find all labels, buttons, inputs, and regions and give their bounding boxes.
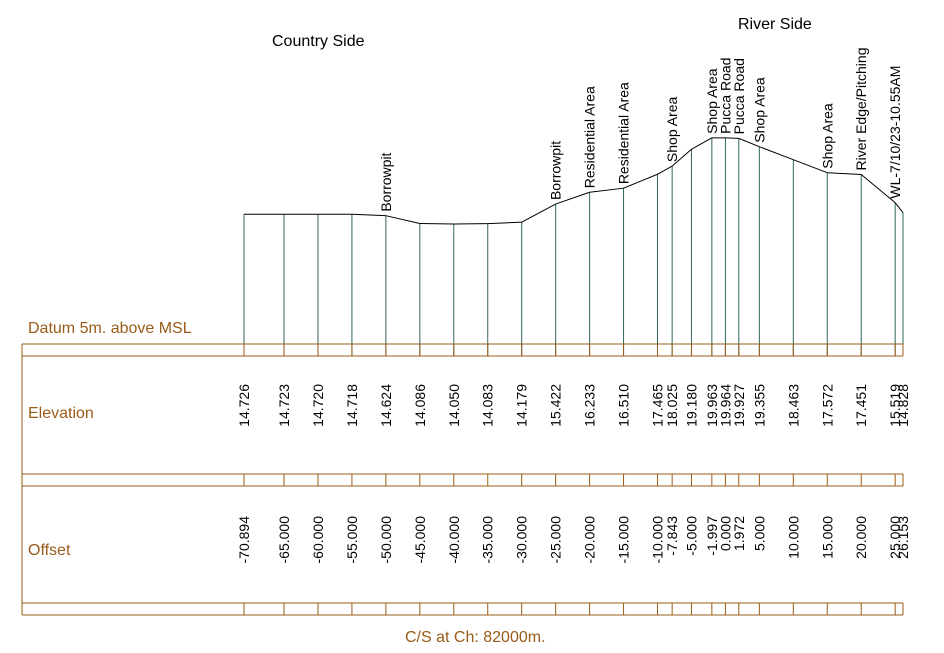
- elevation-value: 14.726: [236, 384, 252, 427]
- elevation-value: 17.451: [853, 384, 869, 427]
- offset-value: -55.000: [344, 516, 360, 564]
- offset-value: -20.000: [582, 516, 598, 564]
- elevation-values: 14.726 14.723 14.720 14.718 14.624 14.086 14.0…: [236, 384, 911, 427]
- elevation-value: 14.179: [514, 384, 530, 427]
- elevation-value: 18.463: [785, 384, 801, 427]
- elevation-value: 19.964: [717, 384, 733, 427]
- feature-label: Residential Area: [582, 86, 598, 188]
- offset-value: -35.000: [480, 516, 496, 564]
- elevation-value: 17.465: [650, 384, 666, 427]
- feature-label: Residential Area: [616, 82, 632, 184]
- river-side-label: River Side: [738, 16, 812, 33]
- profile-segment: [419, 223, 454, 225]
- offset-value: -10.000: [650, 516, 666, 564]
- datum-label: Datum 5m. above MSL: [28, 320, 192, 337]
- elevation-value: 15.519: [887, 384, 903, 427]
- ground-profile: [243, 137, 904, 225]
- profile-segment: [860, 174, 896, 204]
- offset-value: -1.997: [704, 516, 720, 556]
- elevation-value: 18.025: [664, 384, 680, 427]
- profile-segment: [351, 213, 386, 217]
- elevation-value: 17.572: [819, 384, 835, 427]
- elevation-value: 19.927: [731, 384, 747, 427]
- offset-value: 26.153: [895, 516, 911, 559]
- profile-segment: [827, 172, 862, 175]
- offset-row-label: Offset: [28, 542, 71, 559]
- offset-value: 0.000: [717, 516, 733, 551]
- offset-value: -45.000: [412, 516, 428, 564]
- profile-segment: [657, 165, 673, 175]
- profile-segment: [759, 146, 794, 161]
- elevation-value: 14.723: [276, 384, 292, 427]
- section-caption: C/S at Ch: 82000m.: [405, 629, 546, 646]
- elevation-value: 15.422: [548, 384, 564, 427]
- profile-segment: [691, 137, 713, 150]
- profile-segment: [521, 203, 556, 223]
- elevation-row-label: Elevation: [28, 405, 94, 422]
- profile-segment: [555, 191, 590, 205]
- elevation-value: 14.086: [412, 384, 428, 427]
- profile-segment: [589, 187, 624, 193]
- feature-label: River Edge/Pitching: [853, 48, 869, 171]
- elevation-value: 14.050: [446, 384, 462, 427]
- offset-value: -65.000: [276, 516, 292, 564]
- offset-value: 5.000: [751, 516, 767, 551]
- station-lines: [243, 137, 904, 356]
- feature-label: Pucca Road: [717, 58, 733, 134]
- offset-value: -40.000: [446, 516, 462, 564]
- feature-label: Shop Area: [704, 68, 720, 134]
- elevation-value: 14.720: [310, 384, 326, 427]
- data-table: 14.726 14.723 14.720 14.718 14.624 14.086 14.0…: [21, 343, 911, 616]
- elevation-value: 14.083: [480, 384, 496, 427]
- offset-value: -50.000: [378, 516, 394, 564]
- country-side-label: Country Side: [272, 33, 365, 50]
- elevation-value: 19.963: [704, 384, 720, 427]
- profile-segment: [487, 221, 522, 225]
- elevation-value: 14.718: [344, 384, 360, 427]
- offset-value: 10.000: [785, 516, 801, 559]
- profile-segment: [385, 215, 420, 225]
- feature-label: Shop Area: [751, 77, 767, 143]
- feature-label: Borrowpit: [378, 152, 394, 211]
- offset-value: -70.894: [236, 516, 252, 564]
- offset-value: 25.000: [887, 516, 903, 559]
- elevation-value: 16.510: [616, 384, 632, 427]
- feature-label: Borrowpit: [548, 141, 564, 200]
- offset-value: -5.000: [683, 516, 699, 556]
- feature-label: Pucca Road: [731, 58, 747, 134]
- profile-segment: [671, 148, 692, 167]
- elevation-value: 14.828: [895, 384, 911, 427]
- offset-value: -7.843: [664, 516, 680, 556]
- feature-label: Shop Area: [819, 103, 835, 169]
- offset-value: 1.972: [731, 516, 747, 551]
- offset-value: -25.000: [548, 516, 564, 564]
- profile-segment: [725, 137, 739, 139]
- elevation-value: 19.180: [683, 384, 699, 427]
- offset-value: -30.000: [514, 516, 530, 564]
- profile-segment: [623, 173, 658, 189]
- feature-label: WL-7/10/23-10.55AM: [887, 66, 903, 199]
- profile-segment: [793, 159, 828, 174]
- offset-value: -60.000: [310, 516, 326, 564]
- elevation-value: 19.355: [751, 384, 767, 427]
- elevation-value: 14.624: [378, 384, 394, 427]
- profile-segment: [738, 137, 760, 148]
- offset-values: -70.894 -65.000 -60.000 -55.000 -50.000 -45.0…: [236, 516, 911, 564]
- offset-value: 15.000: [819, 516, 835, 559]
- feature-label: Shop Area: [664, 96, 680, 162]
- offset-value: -15.000: [616, 516, 632, 564]
- offset-value: 20.000: [853, 516, 869, 559]
- table-ticks: [243, 344, 904, 615]
- elevation-value: 16.233: [582, 384, 598, 427]
- profile-segment: [894, 202, 904, 214]
- feature-labels: Borrowpit Borrowpit Residential Area Reside…: [378, 48, 903, 212]
